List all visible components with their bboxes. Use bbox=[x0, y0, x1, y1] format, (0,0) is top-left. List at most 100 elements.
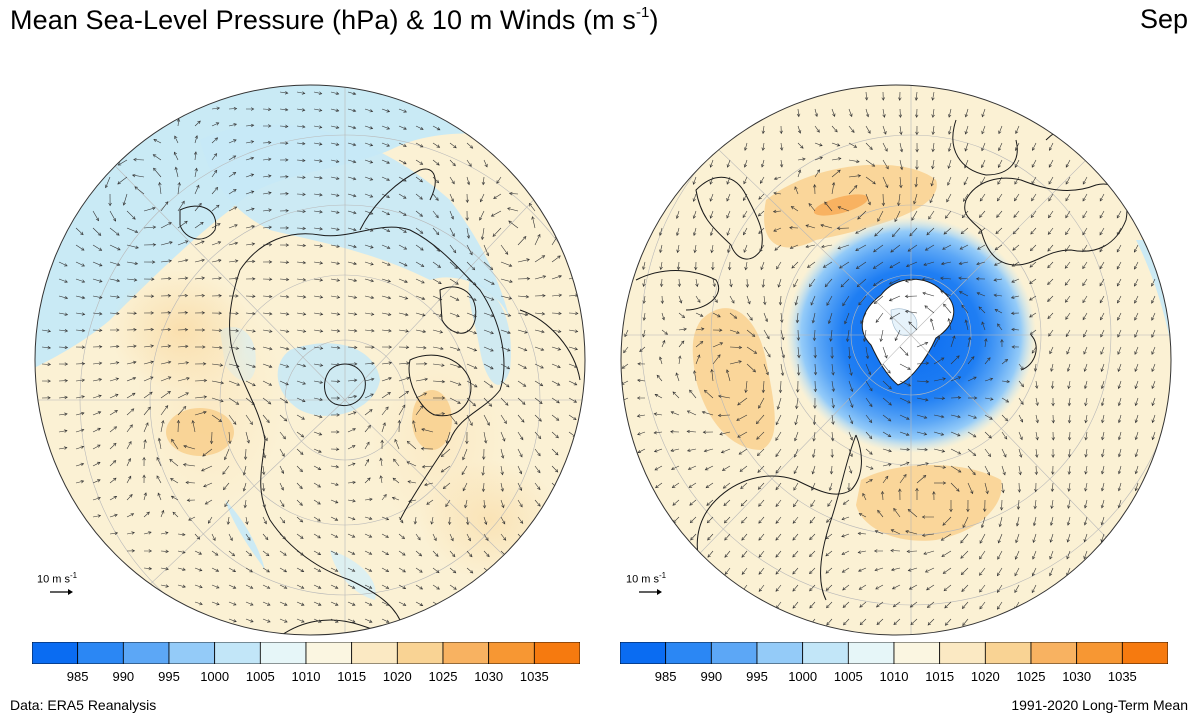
wind-vector bbox=[92, 261, 103, 267]
wind-vector-head bbox=[456, 314, 460, 318]
wind-vector bbox=[948, 318, 952, 331]
wind-vector bbox=[1117, 346, 1122, 355]
wind-vector-head bbox=[1083, 522, 1088, 526]
wind-vector bbox=[863, 329, 867, 342]
wind-vector bbox=[995, 227, 1003, 234]
wind-vector bbox=[1015, 125, 1020, 134]
wind-vector-head bbox=[1050, 488, 1055, 493]
wind-vector bbox=[432, 125, 441, 131]
wind-vector bbox=[245, 191, 254, 195]
wind-vector bbox=[117, 176, 128, 185]
wind-vector-head bbox=[465, 217, 469, 221]
wind-vector bbox=[882, 193, 884, 206]
wind-vector bbox=[828, 312, 833, 324]
wind-vector-head bbox=[778, 301, 783, 306]
wind-vector bbox=[659, 356, 663, 365]
wind-vector bbox=[673, 516, 680, 523]
wind-vector bbox=[775, 431, 782, 441]
wind-vector bbox=[1116, 261, 1122, 270]
wind-vector bbox=[262, 175, 272, 178]
wind-vector bbox=[364, 441, 370, 450]
wind-vector bbox=[809, 278, 816, 287]
wind-vector-head bbox=[1014, 197, 1018, 202]
wind-vector bbox=[551, 465, 559, 473]
wind-vector-head bbox=[1033, 505, 1037, 510]
wind-vector bbox=[1085, 414, 1088, 423]
wind-vector bbox=[483, 516, 487, 525]
wind-vector bbox=[347, 91, 356, 95]
wind-vector bbox=[1101, 448, 1105, 457]
wind-vector bbox=[724, 550, 731, 558]
wind-vector bbox=[875, 312, 884, 323]
wind-vector bbox=[466, 261, 475, 271]
wind-vector-head bbox=[352, 499, 356, 503]
wind-vector bbox=[981, 321, 986, 331]
wind-vector bbox=[865, 176, 876, 185]
wind-vector bbox=[262, 192, 272, 195]
wind-vector bbox=[432, 227, 440, 235]
wind-vector-head bbox=[440, 453, 445, 458]
wind-vector bbox=[92, 362, 102, 365]
wind-vector-head bbox=[285, 312, 290, 316]
wind-vector-head bbox=[417, 536, 421, 541]
wind-vector bbox=[831, 363, 834, 376]
wind-vector-head bbox=[284, 107, 289, 112]
wind-vector-head bbox=[143, 492, 147, 496]
wind-vector bbox=[160, 201, 169, 212]
wind-vector bbox=[997, 193, 1003, 202]
colorbar-swatch bbox=[533, 642, 580, 664]
wind-vector-head bbox=[366, 458, 370, 463]
wind-vector bbox=[347, 550, 355, 555]
wind-vector bbox=[201, 465, 213, 472]
wind-vector-head bbox=[1082, 265, 1086, 270]
wind-vector-head bbox=[1031, 180, 1035, 185]
wind-vector-head bbox=[215, 585, 220, 589]
wind-vector-head bbox=[758, 554, 762, 558]
wind-vector bbox=[889, 261, 901, 269]
wind-vector bbox=[381, 584, 389, 589]
wind-vector-head bbox=[318, 91, 323, 95]
wind-vector-head bbox=[370, 393, 374, 397]
wind-vector bbox=[910, 618, 918, 625]
wind-vector bbox=[228, 172, 236, 178]
wind-vector bbox=[143, 391, 153, 399]
wind-vector-head bbox=[727, 266, 732, 271]
wind-vector bbox=[296, 278, 306, 281]
wind-vector-head bbox=[301, 619, 305, 623]
wind-vector-head bbox=[773, 176, 778, 180]
wind-vector bbox=[364, 142, 373, 146]
wind-vector-head bbox=[352, 159, 357, 164]
wind-vector-head bbox=[957, 376, 962, 380]
wind-vector bbox=[347, 312, 357, 315]
wind-vector bbox=[792, 567, 799, 575]
wind-vector-head bbox=[1084, 402, 1088, 407]
wind-vector bbox=[109, 477, 117, 484]
wind-vector bbox=[398, 210, 407, 216]
wind-vector bbox=[758, 499, 765, 507]
wind-vector bbox=[483, 244, 489, 256]
wind-vector-head bbox=[931, 114, 935, 118]
wind-vector-head bbox=[722, 485, 727, 489]
wind-vector-head bbox=[481, 181, 486, 186]
wind-vector-head bbox=[152, 154, 157, 158]
wind-vector bbox=[58, 295, 68, 299]
wind-vector bbox=[882, 448, 892, 452]
wind-vector-head bbox=[881, 97, 885, 101]
wind-vector-head bbox=[819, 143, 823, 147]
wind-vector bbox=[694, 244, 697, 253]
wind-vector-head bbox=[336, 329, 341, 333]
wind-vector bbox=[889, 312, 901, 320]
wind-vector bbox=[729, 346, 742, 348]
wind-vector bbox=[222, 465, 230, 475]
wind-vector bbox=[905, 530, 918, 535]
wind-vector bbox=[825, 550, 833, 557]
wind-vector-head bbox=[368, 551, 373, 555]
wind-vector bbox=[313, 159, 323, 162]
wind-vector-head bbox=[966, 508, 970, 513]
wind-vector-head bbox=[201, 468, 205, 472]
wind-vector bbox=[446, 431, 451, 444]
wind-vector bbox=[981, 142, 986, 151]
wind-vector-head bbox=[958, 276, 962, 280]
wind-vector bbox=[432, 210, 439, 218]
wind-vector bbox=[874, 227, 884, 237]
